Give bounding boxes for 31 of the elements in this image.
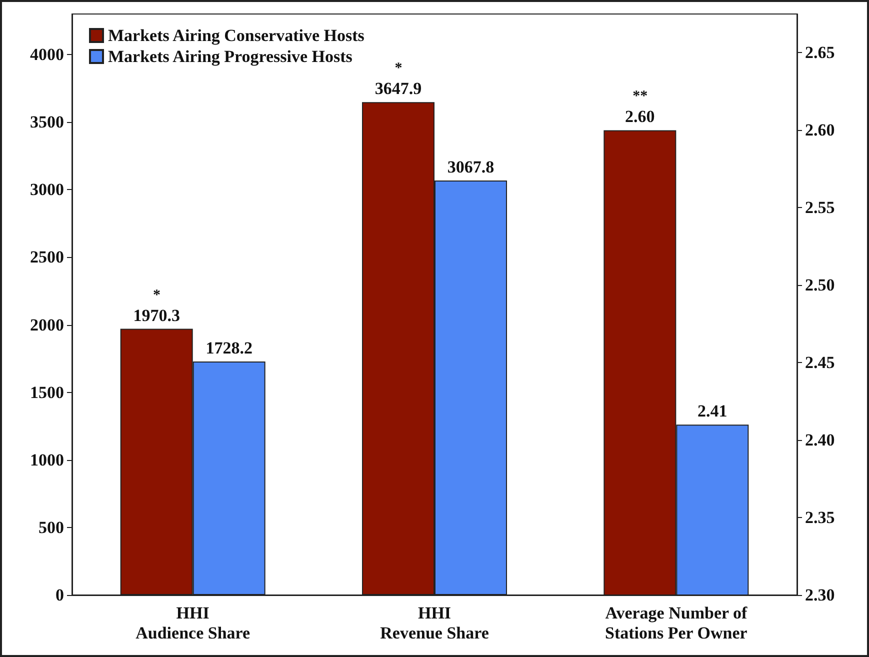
legend-label: Markets Airing Conservative Hosts [108,26,365,45]
y-tick-label: 2500 [30,248,64,267]
annotation: ** [632,88,648,105]
y-tick-label: 1500 [30,382,64,402]
data-label: 2.41 [698,402,728,421]
annotation: * [394,60,402,77]
y2-tick-label: 2.40 [805,430,835,450]
x-tick-label: HHI Revenue Share [380,604,490,642]
y2-tick-label: 2.35 [805,508,835,528]
y-tick-label: 4000 [30,45,64,64]
y2-tick-label: 2.55 [805,198,835,218]
annotation: * [153,287,161,304]
data-label: 2.60 [625,107,655,126]
data-label: 3647.9 [374,79,422,98]
data-label: 3067.8 [447,157,494,176]
y2-tick-label: 2.65 [805,43,835,62]
y2-tick-label: 2.50 [805,276,835,295]
data-label: 1728.2 [206,338,252,358]
x-tick-label: Average Number of Stations Per Owner [605,604,748,642]
y-tick-label: 2000 [30,315,64,334]
x-tick-label: HHI Audience Share [136,604,251,642]
y2-tick-label: 2.45 [805,353,835,372]
y-tick-label: 500 [38,518,64,537]
legend-label: Markets Airing Progressive Hosts [108,47,353,66]
y2-tick-label: 2.30 [805,586,835,604]
data-label: 1970.3 [133,306,180,325]
y-tick-label: 3000 [30,180,64,200]
y-tick-label: 1000 [30,450,64,470]
y-tick-label: 0 [56,586,64,604]
y-tick-label: 3500 [30,112,64,132]
y2-tick-label: 2.60 [805,120,835,140]
